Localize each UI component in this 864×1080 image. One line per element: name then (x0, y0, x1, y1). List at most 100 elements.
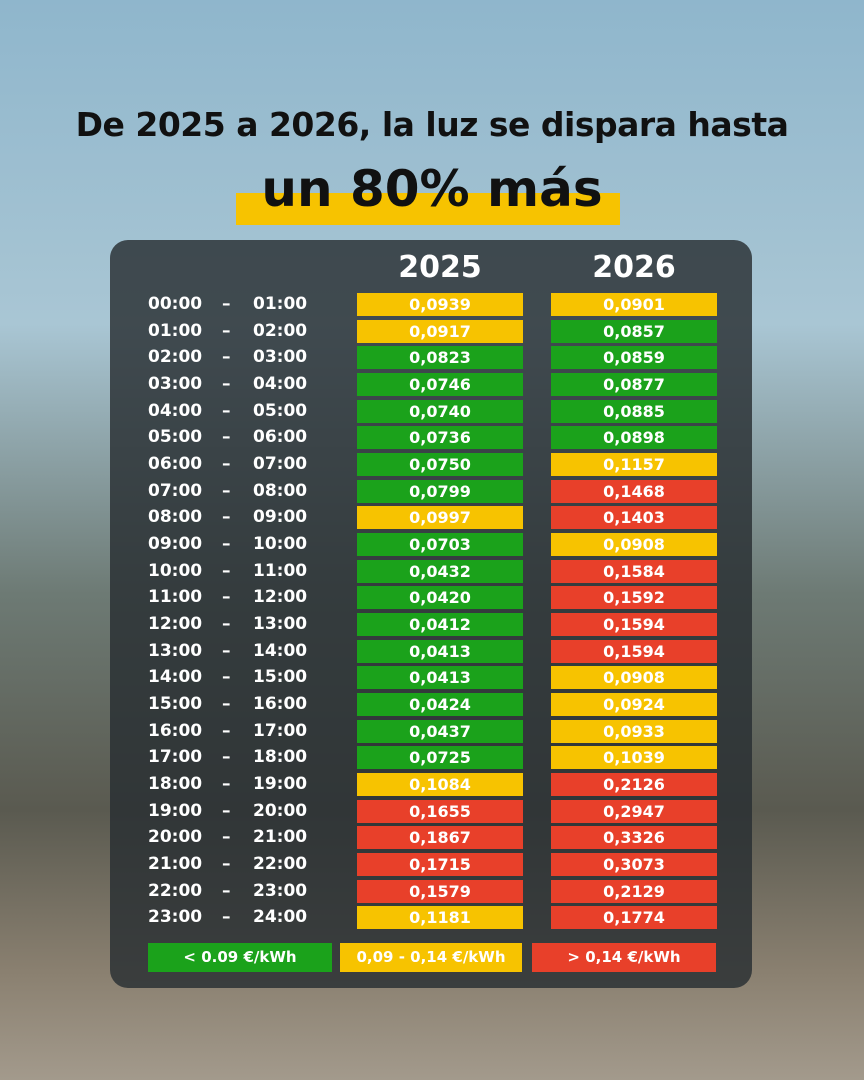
price-cell: 0,0997 (357, 506, 523, 530)
time-start: 03:00 (148, 374, 203, 394)
time-start: 07:00 (148, 480, 203, 501)
time-separator: – (222, 294, 231, 314)
time-separator: – (222, 614, 231, 635)
time-start: 12:00 (148, 614, 203, 635)
time-start: 11:00 (148, 587, 203, 608)
price-cell: 0,1655 (357, 799, 523, 823)
legend-item: > 0,14 €/kWh (532, 943, 716, 972)
time-start: 18:00 (148, 774, 203, 795)
time-end: 23:00 (253, 880, 308, 901)
price-cell: 0,0413 (357, 666, 523, 690)
time-start: 10:00 (148, 560, 203, 581)
price-cell: 0,1084 (357, 773, 523, 797)
time-start: 21:00 (148, 854, 203, 875)
price-cell: 0,0924 (551, 693, 717, 717)
time-end: 02:00 (253, 320, 308, 341)
subtitle: un 80% más (261, 160, 603, 218)
price-cell: 0,1594 (551, 613, 717, 637)
time-end: 18:00 (253, 747, 308, 768)
time-separator: – (222, 400, 231, 421)
price-cell: 0,0877 (551, 373, 717, 396)
time-end: 08:00 (253, 480, 308, 501)
price-cell: 0,0736 (357, 426, 523, 450)
time-end: 04:00 (253, 374, 308, 394)
time-separator: – (222, 720, 231, 741)
price-cell: 0,0823 (357, 346, 523, 370)
time-end: 17:00 (253, 720, 308, 741)
time-start: 19:00 (148, 800, 203, 821)
time-end: 20:00 (253, 800, 308, 821)
column-header: 2026 (592, 250, 676, 285)
price-cell: 0,0725 (357, 746, 523, 770)
time-start: 02:00 (148, 347, 203, 368)
price-cell: 0,0939 (357, 293, 523, 316)
highlight (236, 193, 620, 225)
time-start: 17:00 (148, 747, 203, 768)
time-separator: – (222, 587, 231, 608)
price-cell: 0,0746 (357, 373, 523, 396)
time-end: 13:00 (253, 614, 308, 635)
price-cell: 0,1403 (551, 506, 717, 530)
time-separator: – (222, 800, 231, 821)
price-cell: 0,0857 (551, 319, 717, 343)
time-start: 06:00 (148, 454, 203, 475)
time-end: 14:00 (253, 640, 308, 661)
price-cell: 0,0420 (357, 586, 523, 610)
time-start: 00:00 (148, 294, 203, 314)
price-cell: 0,2129 (551, 879, 717, 903)
price-cell: 0,0703 (357, 533, 523, 557)
time-separator: – (222, 747, 231, 768)
time-separator: – (222, 774, 231, 795)
time-start: 23:00 (148, 907, 203, 928)
time-end: 11:00 (253, 560, 308, 581)
price-cell: 0,2126 (551, 773, 717, 797)
time-separator: – (222, 374, 231, 394)
time-start: 04:00 (148, 400, 203, 421)
price-cell: 0,0908 (551, 666, 717, 690)
time-end: 16:00 (253, 694, 308, 715)
time-end: 21:00 (253, 827, 308, 848)
price-cell: 0,0898 (551, 426, 717, 450)
time-separator: – (222, 640, 231, 661)
time-separator: – (222, 454, 231, 475)
price-cell: 0,1468 (551, 479, 717, 503)
title: De 2025 a 2026, la luz se dispara hasta (75, 105, 789, 144)
time-start: 15:00 (148, 694, 203, 715)
time-end: 12:00 (253, 587, 308, 608)
price-cell: 0,0885 (551, 399, 717, 423)
price-cell: 0,0859 (551, 346, 717, 370)
time-separator: – (222, 907, 231, 928)
time-separator: – (222, 347, 231, 368)
price-cell: 0,0432 (357, 559, 523, 583)
price-cell: 0,1715 (357, 853, 523, 877)
time-end: 07:00 (253, 454, 308, 475)
time-start: 01:00 (148, 320, 203, 341)
price-cell: 0,0413 (357, 639, 523, 663)
time-separator: – (222, 534, 231, 555)
time-separator: – (222, 827, 231, 848)
price-cell: 0,3326 (551, 826, 717, 850)
price-cell: 0,1584 (551, 559, 717, 583)
time-separator: – (222, 480, 231, 501)
time-start: 08:00 (148, 507, 203, 528)
price-cell: 0,0908 (551, 533, 717, 557)
time-separator: – (222, 427, 231, 448)
time-end: 01:00 (253, 294, 308, 314)
price-cell: 0,0740 (357, 399, 523, 423)
legend-item: 0,09 - 0,14 €/kWh (340, 943, 522, 972)
time-end: 05:00 (253, 400, 308, 421)
price-cell: 0,0933 (551, 719, 717, 743)
time-start: 16:00 (148, 720, 203, 741)
time-separator: – (222, 320, 231, 341)
price-cell: 0,1867 (357, 826, 523, 850)
time-end: 03:00 (253, 347, 308, 368)
price-cell: 0,1157 (551, 453, 717, 477)
time-end: 24:00 (253, 907, 308, 928)
time-end: 15:00 (253, 667, 308, 688)
price-cell: 0,0437 (357, 719, 523, 743)
price-cell: 0,1181 (357, 906, 523, 930)
time-separator: – (222, 854, 231, 875)
price-cell: 0,1774 (551, 906, 717, 930)
time-end: 09:00 (253, 507, 308, 528)
